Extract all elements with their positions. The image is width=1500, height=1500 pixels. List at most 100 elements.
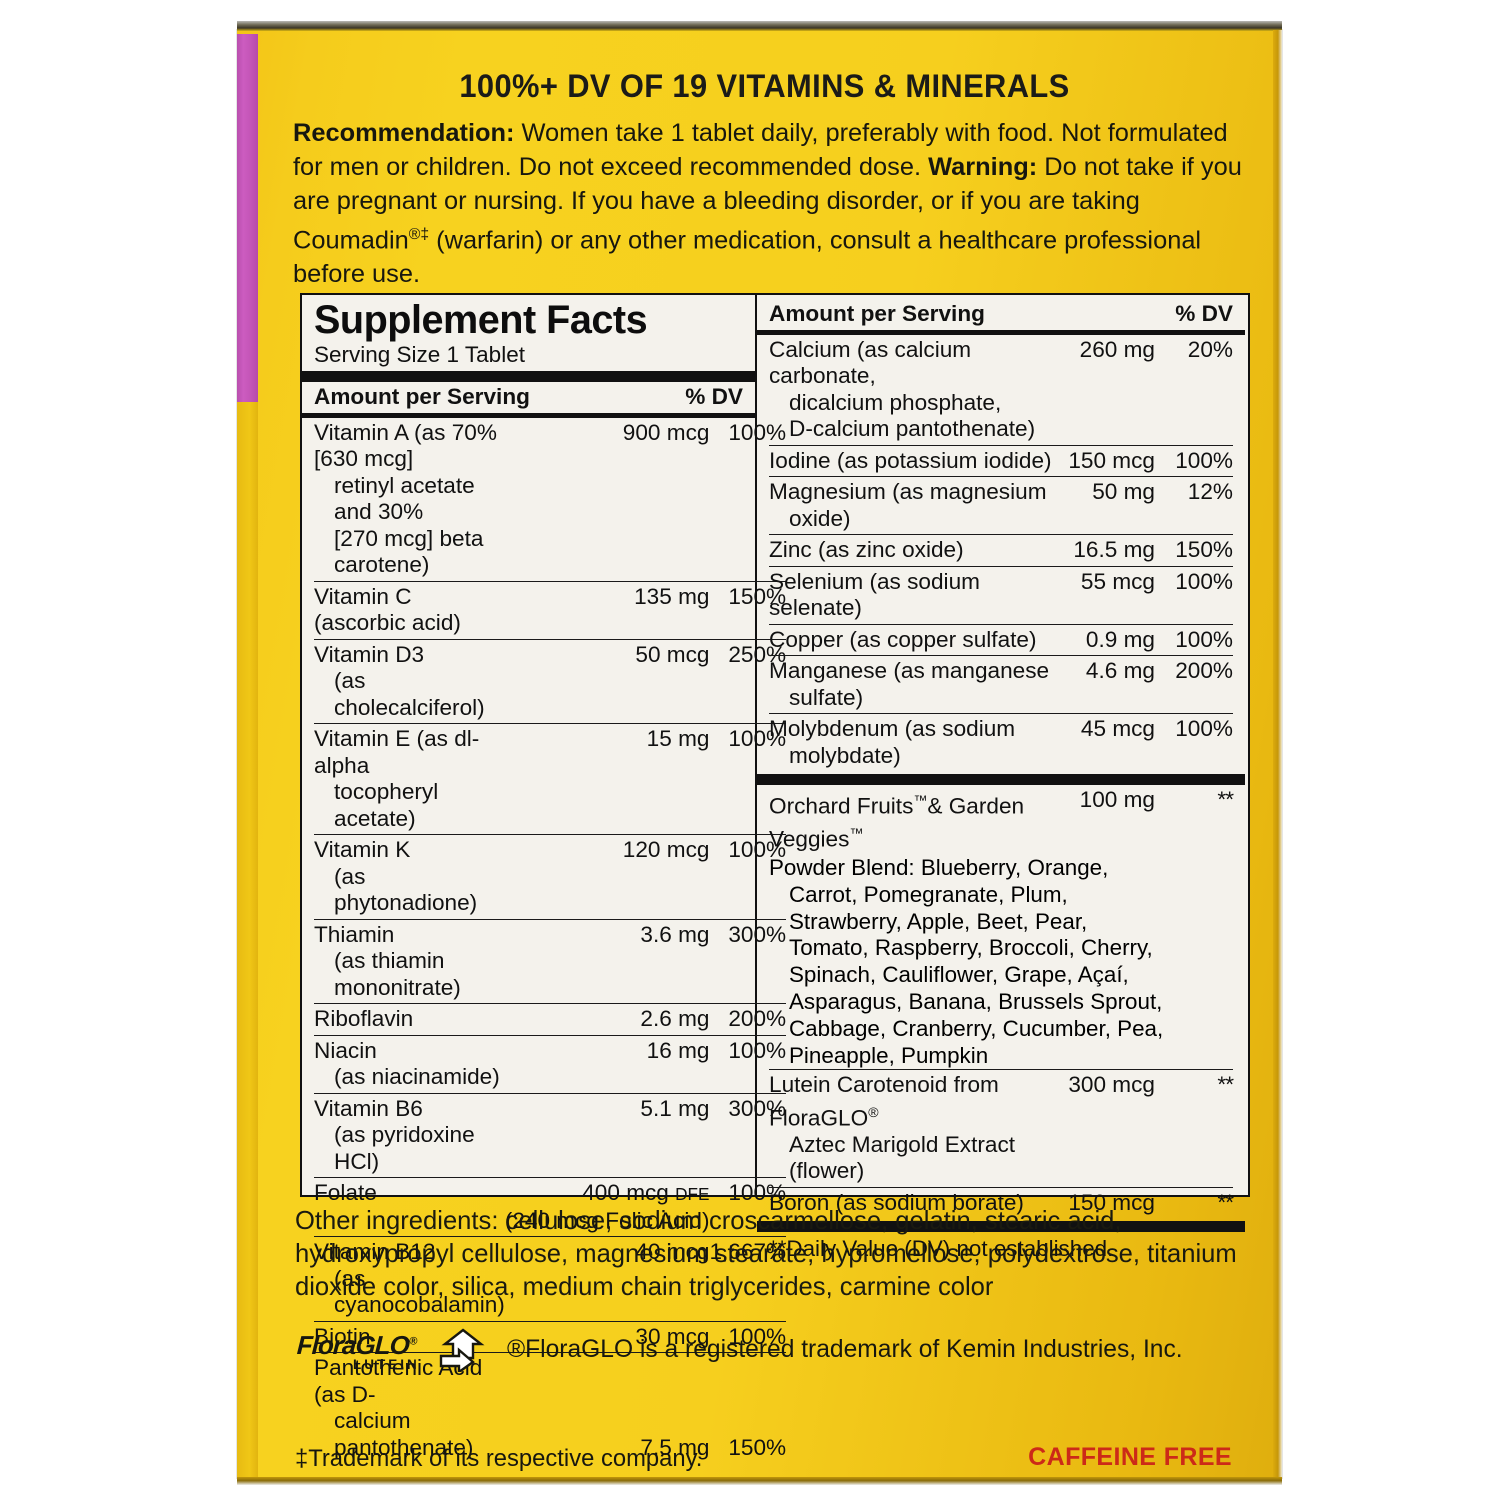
nutrient-row: Folate 400 mcg DFE (240 mcg Folic Acid) 100… [314,1177,787,1237]
nutrient-name: Iodine (as potassium iodide) [769,444,1069,477]
nutrient-row: Vitamin C (ascorbic acid) 135 mg 150% [314,580,787,639]
orchard-fruits-blend-row: Orchard Fruits™& Garden Veggies™ 100 mg … [769,785,1234,855]
nutrient-amount: 120 mcg [504,834,710,919]
blend-name-2: & Garden Veggies [769,793,1025,852]
nutrient-dv: 150% [709,1352,787,1463]
caffeine-free-badge: CAFFEINE FREE [1028,1443,1232,1471]
nutrient-dv: 100% [1155,565,1233,624]
lutein-amount: 300 mcg [1068,1069,1155,1188]
nutrient-row: Vitamin K (as phytonadione) 120 mcg 100% [314,834,787,919]
nutrient-name: Vitamin K (as phytonadione) [314,834,505,919]
trademark-notice: ®FloraGLO is a registered trademark of K… [507,1336,1183,1363]
lutein-row: Lutein Carotenoid from FloraGLO® Aztec M… [769,1069,1234,1188]
nutrient-dv: 100% [1155,623,1233,656]
carton-spine-magenta [237,34,258,402]
nutrient-dv: 200% [709,1003,787,1035]
nutrient-name: Niacin (as niacinamide) [314,1034,505,1093]
nutrient-amount: 5.1 mg [504,1092,710,1178]
supplement-facts-title: Supplement Facts [314,298,648,342]
headline: 100%+ DV OF 19 VITAMINS & MINERALS [459,68,1070,104]
warning-text-2: (warfarin) or any other medication, cons… [293,226,1202,289]
left-table-header: Amount per Serving % DV [314,382,743,413]
blend-line: Strawberry, Apple, Beet, Pear, [789,908,1088,934]
nutrient-row: Biotin 30 mcg 100% [314,1320,787,1353]
nutrient-row: Vitamin B12 (as cyanocobalamin) 40 mcg 1,66… [314,1236,787,1321]
boron-amount: 150 mcg [1068,1186,1155,1219]
nutrient-name: Zinc (as zinc oxide) [769,534,1069,566]
other-ingredients: Other ingredients: cellulose, sodium cro… [295,1207,1237,1301]
carton-right-fold [1273,30,1282,1478]
blend-line: Asparagus, Banana, Brussels Sprout, [789,989,1163,1015]
nutrient-amount: 16.5 mg [1068,534,1155,566]
nutrient-amount: 40 mcg [504,1236,710,1321]
blend-line: Powder Blend: Blueberry, Orange, [769,855,1109,881]
nutrient-subline: dicalcium phosphate, [789,389,1002,415]
nutrient-row: Riboflavin 2.6 mg 200% [314,1003,787,1035]
nutrient-amount: 150 mcg [1068,444,1155,477]
dv-header-left: % DV [685,384,743,409]
carton-spine-lower [237,402,258,1478]
nutrient-row: Niacin (as niacinamide) 16 mg 100% [314,1034,787,1093]
nutrient-amount: 7.5 mg [504,1352,710,1463]
nutrient-subline: sulfate) [789,684,864,710]
warning-label: Warning: [928,153,1038,181]
trademark-notice-2: ‡Trademark of its respective company. [295,1445,703,1472]
nutrient-dv: 100% [1155,444,1233,477]
nutrient-row: Magnesium (as magnesium oxide) 50 mg 12% [769,476,1233,535]
blend-table: Orchard Fruits™& Garden Veggies™ 100 mg … [769,785,1234,855]
product-carton: 100%+ DV OF 19 VITAMINS & MINERALS Recom… [237,21,1282,1485]
nutrient-dv: 100% [728,419,787,445]
nutrient-name: Vitamin C (ascorbic acid) [314,580,505,639]
nutrient-amount-secondary: (240 mcg Folic Acid) [504,1207,710,1233]
nutrient-subline: [270 mcg] beta carotene) [334,525,484,578]
lutein-sub: Aztec Marigold Extract (flower) [789,1131,1016,1184]
nutrient-amount: 50 mg [1068,476,1155,535]
blend-name-1: Orchard Fruits [769,793,914,819]
blend-amount: 100 mg [1079,787,1155,812]
floraglo-logo: FloraGLO® LUTEIN [296,1328,485,1390]
nutrient-name: Folate [314,1177,505,1237]
nutrient-name: Magnesium (as magnesium oxide) [769,476,1069,535]
nutrient-amount: 3.6 mg [504,918,710,1004]
nutrient-name: Thiamin (as thiamin mononitrate) [314,918,505,1004]
nutrient-name: Vitamin A (as 70% [630 mcg] retinyl aceta… [314,418,505,582]
dfe-unit: DFE [675,1184,710,1204]
nutrient-subline: oxide) [789,505,851,531]
left-nutrient-table: Amount per Serving % DV [314,382,743,413]
nutrient-name: Riboflavin [314,1003,505,1035]
nutrient-amount: 45 mcg [1068,713,1155,771]
nutrient-name: Manganese (as manganese sulfate) [769,655,1069,714]
nutrient-amount: 4.6 mg [1068,655,1155,714]
nutrient-row: Calcium (as calcium carbonate, dicalcium … [769,335,1233,446]
nutrient-name: Copper (as copper sulfate) [769,623,1069,656]
registered-icon-lutein: ® [868,1103,879,1120]
recommendation-text: Women take 1 tablet daily, preferably wi… [293,119,1228,181]
right-table-header: Amount per Serving % DV [769,299,1233,330]
recommendation-label: Recommendation: [293,119,515,147]
lutein-boron-table: Lutein Carotenoid from FloraGLO® Aztec M… [769,1069,1234,1219]
amount-per-serving-header-left: Amount per Serving [314,384,530,409]
blend-line: Carrot, Pomegranate, Plum, [789,881,1068,907]
facts-right-column: Amount per Serving % DV Calcium (as calc… [757,295,1245,1261]
lutein-dv: ** [1155,1069,1234,1188]
nutrient-dv: 20% [1187,336,1233,362]
facts-left-column: Supplement Facts Serving Size 1 Tablet A… [302,295,787,1463]
nutrient-dv: 150% [1155,534,1233,566]
nutrient-row: Zinc (as zinc oxide) 16.5 mg 150% [769,534,1233,566]
nutrient-row: Copper (as copper sulfate) 0.9 mg 100% [769,623,1233,656]
supplement-facts-panel: Supplement Facts Serving Size 1 Tablet A… [300,293,1250,1463]
nutrient-name: Calcium (as calcium carbonate, dicalcium … [769,335,1068,446]
floraglo-lutein-label: LUTEIN [353,1357,420,1372]
blend-line: Pineapple, Pumpkin [789,1042,989,1068]
nutrient-name: Vitamin B6 (as pyridoxine HCl) [314,1092,505,1178]
nutrient-dv: 100% [709,1320,787,1353]
blend-line: Cabbage, Cranberry, Cucumber, Pea, [789,1015,1164,1041]
nutrient-amount: 0.9 mg [1068,623,1155,656]
floraglo-arrow-icon [439,1328,485,1372]
trademark-icon-2: ™ [849,825,864,842]
lutein-name: Lutein Carotenoid from FloraGLO [769,1072,999,1131]
right-table-header-table: Amount per Serving % DV [769,299,1233,330]
nutrient-subline: (as cholecalciferol) [334,668,485,720]
dv-footnote: **Daily Value (DV) not established. [769,1236,1114,1262]
floraglo-wordmark: FloraGLO [296,1330,410,1360]
